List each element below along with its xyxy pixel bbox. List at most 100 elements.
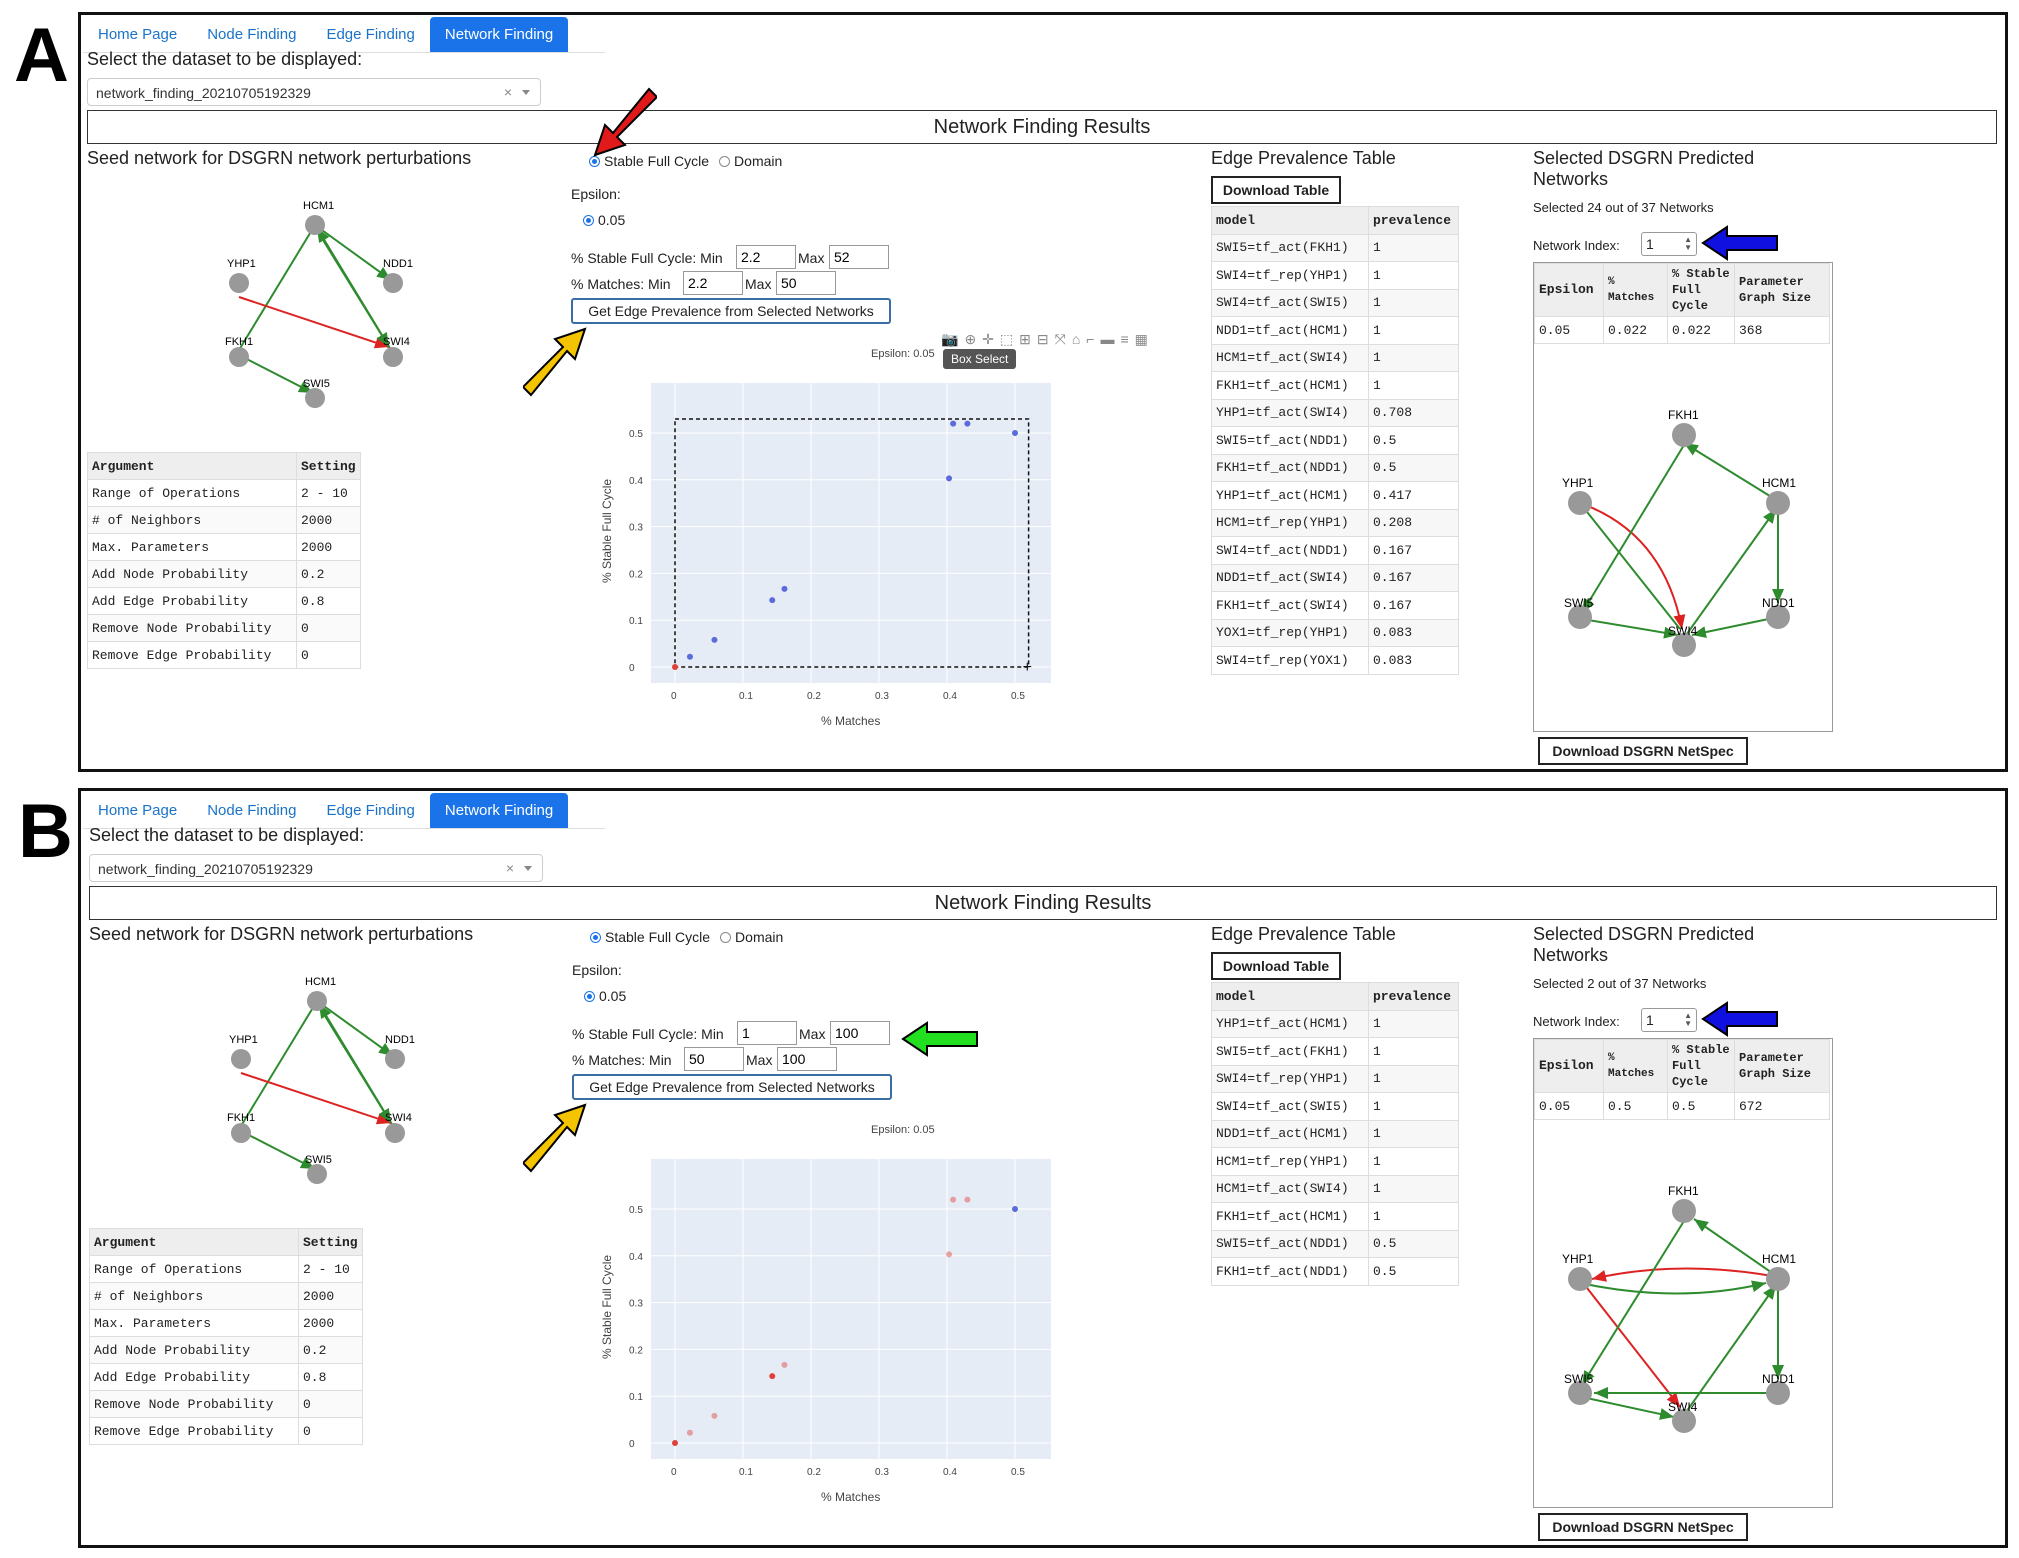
chevron-down-icon[interactable] [522, 90, 530, 95]
svg-text:SWI4: SWI4 [1668, 624, 1698, 638]
get-edge-prevalence-button[interactable]: Get Edge Prevalence from Selected Networ… [572, 1074, 892, 1100]
selection-box[interactable] [674, 418, 1030, 668]
tab-network-finding[interactable]: Network Finding [429, 793, 569, 828]
x-tick-label: 0.5 [1011, 1467, 1025, 1478]
pan-icon[interactable]: ✛ [982, 331, 1000, 347]
scatter-point[interactable] [946, 1251, 953, 1258]
sfc-label: % Stable Full Cycle: Min [572, 1026, 724, 1042]
prevalence-table: model prevalence YHP1=tf_act(HCM1) 1 SWI5=t… [1211, 982, 1459, 1286]
scatter-point[interactable] [686, 653, 693, 660]
arg-header: Argument [87, 452, 297, 480]
box-select-icon[interactable]: ⬚ [999, 331, 1020, 347]
tab-network-finding[interactable]: Network Finding [429, 17, 569, 52]
radio-domain[interactable] [720, 931, 732, 943]
radio-stable-full-cycle[interactable] [590, 931, 601, 943]
matches-max-input[interactable] [776, 271, 836, 295]
hover-closest-icon[interactable]: ▬ [1100, 331, 1121, 347]
tab-home-page[interactable]: Home Page [98, 26, 178, 43]
scatter-point[interactable] [1012, 430, 1018, 436]
y-tick-label: 0 [629, 663, 635, 674]
sfc-min-input[interactable] [736, 245, 796, 269]
radio-epsilon[interactable] [583, 214, 594, 226]
scatter-point[interactable] [946, 475, 953, 482]
blue-arrow-annotation [1701, 1001, 1778, 1037]
scatter-plot[interactable]: Epsilon: 0.05 0 0.1 0.2 0.3 0.4 0.5 0 0.1 0.2 0.3 0… [571, 333, 1091, 753]
download-table-button[interactable]: Download Table [1211, 176, 1341, 204]
argument-table: Argument Setting Range of Operations 2 - … [89, 1228, 363, 1445]
node-ndd1 [385, 1049, 405, 1069]
table-row: HCM1=tf_act(SWI4) 1 [1211, 343, 1459, 372]
download-table-button[interactable]: Download Table [1211, 952, 1341, 980]
matches-min-input[interactable] [683, 271, 743, 295]
tab-node-finding[interactable]: Node Finding [207, 802, 297, 819]
spinner-arrows-icon[interactable]: ▲ ▼ [1684, 235, 1692, 252]
scatter-point[interactable] [950, 420, 957, 427]
scatter-point[interactable] [769, 1373, 776, 1380]
x-tick-label: 0.3 [875, 1467, 889, 1478]
spike-icon[interactable]: ⌐ [1086, 331, 1101, 347]
red-arrow-annotation [593, 87, 657, 157]
scatter-point[interactable] [672, 664, 678, 670]
zoom-out-icon[interactable]: ⊟ [1036, 331, 1055, 347]
get-edge-prevalence-button[interactable]: Get Edge Prevalence from Selected Networ… [571, 298, 891, 324]
table-row: FKH1=tf_act(HCM1) 1 [1211, 1202, 1459, 1231]
prevalence-table: model prevalence SWI5=tf_act(FKH1) 1 SWI4=t… [1211, 206, 1459, 675]
scatter-point[interactable] [950, 1196, 957, 1203]
clear-icon[interactable]: × [503, 84, 512, 100]
hover-compare-icon[interactable]: ≡ [1120, 331, 1135, 347]
scatter-point[interactable] [964, 1196, 971, 1203]
table-row: Max. Parameters 2000 [87, 533, 361, 561]
table-row: SWI4=tf_rep(YHP1) 1 [1211, 1064, 1459, 1093]
table-row: Add Edge Probability 0.8 [87, 587, 361, 615]
dataset-dropdown[interactable]: network_finding_20210705192329 × [89, 854, 543, 882]
scatter-point[interactable] [672, 1440, 678, 1446]
scatter-point[interactable] [964, 420, 971, 427]
scatter-point[interactable] [686, 1429, 693, 1436]
sfc-max-input[interactable] [829, 245, 889, 269]
tab-home-page[interactable]: Home Page [98, 802, 178, 819]
selected-count: Selected 2 out of 37 Networks [1533, 976, 1707, 991]
scatter-point[interactable] [781, 585, 788, 592]
chevron-down-icon[interactable] [524, 866, 532, 871]
node-swi5 [1568, 605, 1592, 629]
scatter-point[interactable] [711, 1412, 718, 1419]
autoscale-icon[interactable]: ⤧ [1054, 331, 1072, 347]
seed-network-graph: HCM1 YHP1 NDD1 FKH1 SWI4 SWI5 [227, 976, 415, 1184]
network-index-input[interactable]: 1 ▲ ▼ [1641, 232, 1697, 256]
radio-domain[interactable] [719, 155, 731, 167]
zoom-in-icon[interactable]: ⊞ [1019, 331, 1037, 347]
download-netspec-button[interactable]: Download DSGRN NetSpec [1538, 1513, 1748, 1541]
dataset-dropdown[interactable]: network_finding_20210705192329 × [87, 78, 541, 106]
node-label-swi4: SWI4 [383, 336, 410, 348]
tab-edge-finding[interactable]: Edge Finding [326, 26, 415, 43]
nav-tabs: Home Page Node Finding Edge Finding Netw… [83, 793, 569, 828]
scatter-point[interactable] [1012, 1206, 1018, 1212]
x-tick-label: 0.1 [739, 691, 753, 702]
seed-network-graph: HCM1 YHP1 NDD1 FKH1 SWI4 SWI5 [225, 200, 413, 408]
dataset-value: network_finding_20210705192329 [96, 85, 311, 101]
network-index-input[interactable]: 1 ▲ ▼ [1641, 1008, 1697, 1032]
x-tick-label: 0.4 [943, 1467, 957, 1478]
sfc-min-input[interactable] [737, 1021, 797, 1045]
svg-text:SWI4: SWI4 [385, 1112, 412, 1124]
matches-min-input[interactable] [684, 1047, 744, 1071]
camera-icon[interactable]: 📷 [941, 331, 965, 347]
spinner-arrows-icon[interactable]: ▲ ▼ [1684, 1011, 1692, 1028]
y-tick-label: 0 [629, 1439, 635, 1450]
sfc-max-label: Max [798, 250, 825, 266]
scatter-plot[interactable]: Epsilon: 0.05 0 0.1 0.2 0.3 0.4 0.5 0 0.1 0.2 0.3 0… [571, 1109, 1091, 1529]
scatter-point[interactable] [781, 1361, 788, 1368]
home-icon[interactable]: ⌂ [1071, 331, 1087, 347]
download-netspec-button[interactable]: Download DSGRN NetSpec [1538, 737, 1748, 765]
scatter-point[interactable] [711, 636, 718, 643]
clear-icon[interactable]: × [505, 860, 514, 876]
radio-epsilon[interactable] [584, 990, 595, 1002]
tab-node-finding[interactable]: Node Finding [207, 26, 297, 43]
sfc-max-input[interactable] [830, 1021, 890, 1045]
node-yhp1 [231, 1049, 251, 1069]
zoom-icon[interactable]: ⊕ [964, 331, 983, 347]
scatter-point[interactable] [769, 597, 776, 604]
matches-max-input[interactable] [777, 1047, 837, 1071]
tab-edge-finding[interactable]: Edge Finding [326, 802, 415, 819]
plotly-logo-icon[interactable]: ▦ [1134, 331, 1154, 347]
